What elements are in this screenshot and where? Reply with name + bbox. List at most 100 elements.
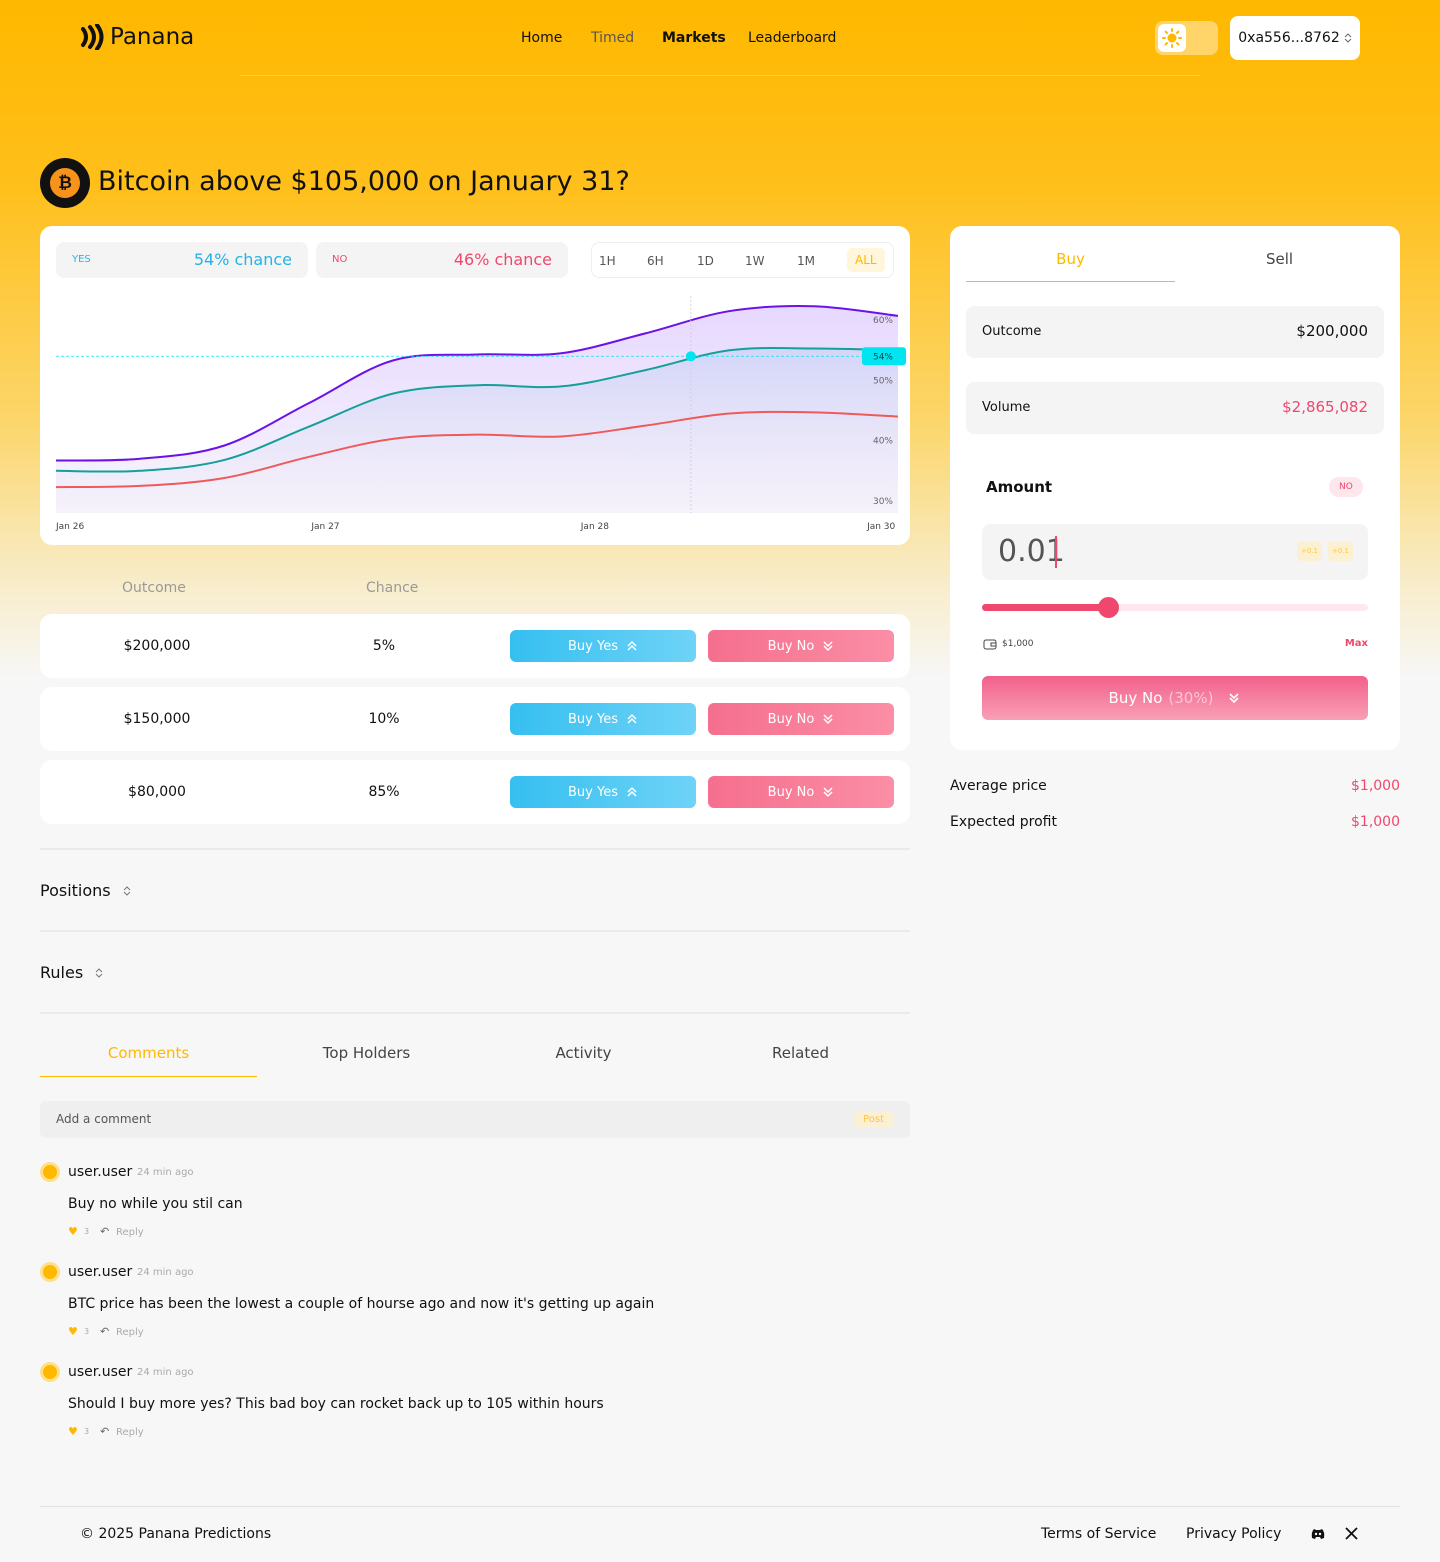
buy-yes-button[interactable]: Buy Yes	[510, 630, 696, 662]
tab[interactable]: Top Holders	[322, 1044, 411, 1062]
comment-placeholder: Add a comment	[56, 1112, 152, 1126]
avatar	[40, 1262, 60, 1282]
comment-time: 24 min ago	[137, 1367, 194, 1378]
divider	[40, 1012, 910, 1014]
outcome-row: $80,000 85% Buy Yes Buy No	[40, 760, 910, 824]
y-tick-label: 50%	[873, 376, 893, 386]
line	[55, 410, 899, 489]
nav-link[interactable]: Home	[521, 30, 563, 46]
x-tick-label: Jan 28	[580, 522, 609, 532]
x-icon[interactable]	[1345, 1527, 1358, 1540]
buy-yes-button[interactable]: Buy Yes	[510, 703, 696, 735]
like-count: 3	[84, 1427, 90, 1436]
buy-yes-button[interactable]: Buy Yes	[510, 776, 696, 808]
field-value: $2,865,082	[1282, 398, 1368, 416]
trade-tab[interactable]: Sell	[1265, 250, 1294, 268]
footer-divider	[40, 1506, 1400, 1507]
heart-icon: ♥	[68, 1425, 78, 1438]
amount-value: 0.01	[998, 534, 1065, 569]
chevron-down	[1229, 693, 1240, 704]
reply-icon: ↶	[100, 1225, 110, 1238]
buy-no-button[interactable]: Buy No	[708, 703, 894, 735]
comment-text: Buy no while you stil can	[68, 1196, 243, 1212]
button-text: Buy Yes	[568, 711, 618, 727]
chevron-up	[627, 640, 637, 651]
reply-icon: ↶	[100, 1425, 110, 1438]
nav-link[interactable]: Timed	[591, 30, 635, 46]
chance-value: 85%	[368, 784, 400, 800]
tab-underline	[40, 1076, 257, 1077]
profit-value: $1,000	[1351, 814, 1400, 830]
outcome-row: $150,000 10% Buy Yes Buy No	[40, 687, 910, 751]
caret	[1055, 536, 1057, 568]
wallet[interactable]: 0xa556...8762	[1230, 16, 1360, 60]
avatar	[40, 1362, 60, 1382]
theme-toggle[interactable]	[1155, 21, 1218, 55]
field-label: Volume	[982, 400, 1031, 415]
comment-text: Should I buy more yes? This bad boy can …	[68, 1396, 604, 1412]
section-toggle[interactable]: Positions	[40, 881, 131, 900]
increment[interactable]: +0.1	[1328, 541, 1353, 561]
tab-active[interactable]: Comments	[107, 1044, 190, 1062]
no-label: NO	[332, 254, 348, 265]
buy-no-button[interactable]: Buy No	[708, 776, 894, 808]
post-button[interactable]: Post	[853, 1111, 894, 1128]
button-text: Buy Yes	[568, 638, 618, 654]
btc-coin: ₿	[50, 168, 80, 198]
yes-pill[interactable]: YES 54% chance	[56, 242, 308, 278]
tab-underline	[966, 281, 1175, 282]
comment-time: 24 min ago	[137, 1267, 194, 1278]
profit-label: Expected profit	[950, 814, 1057, 830]
logo[interactable]: Panana	[80, 24, 194, 50]
range[interactable]: 1M	[797, 254, 815, 268]
max[interactable]: Max	[1344, 638, 1368, 649]
comment-box[interactable]: Add a comment Post	[40, 1101, 910, 1138]
discord-icon[interactable]	[1310, 1528, 1326, 1540]
range[interactable]: 6H	[647, 254, 664, 268]
footer-link[interactable]: Privacy Policy	[1186, 1526, 1282, 1542]
y-tick-label: 60%	[873, 316, 893, 326]
range-active[interactable]: ALL	[847, 248, 885, 272]
tab[interactable]: Related	[772, 1044, 829, 1062]
chevron-down	[823, 787, 833, 798]
like-count: 3	[84, 1227, 90, 1236]
field-label: Outcome	[982, 324, 1042, 339]
chevron-up	[627, 713, 637, 724]
balance: $1,000	[1002, 639, 1034, 649]
outcome-value: $150,000	[123, 711, 191, 727]
footer-link[interactable]: Terms of Service	[1041, 1526, 1157, 1542]
reply[interactable]: Reply	[116, 1227, 144, 1238]
brand: Panana	[110, 24, 195, 50]
chance-value: 10%	[368, 711, 400, 727]
copyright: © 2025 Panana Predictions	[80, 1526, 272, 1542]
buy-button[interactable]: Buy No (30%)	[982, 676, 1368, 720]
nav-link[interactable]: Leaderboard	[748, 30, 837, 46]
chevron	[95, 967, 103, 978]
divider	[240, 75, 1200, 76]
slider-thumb[interactable]	[1098, 597, 1119, 618]
range[interactable]: 1H	[599, 254, 616, 268]
line	[55, 346, 899, 473]
no-pill[interactable]: NO 46% chance	[316, 242, 568, 278]
buy-no-button[interactable]: Buy No	[708, 630, 894, 662]
nav-link[interactable]: Markets	[662, 30, 726, 46]
section-toggle[interactable]: Rules	[40, 963, 103, 982]
y-tick-label: 30%	[873, 497, 893, 507]
increment[interactable]: +0.1	[1297, 541, 1322, 561]
range[interactable]: 1W	[745, 254, 765, 268]
slider-track[interactable]	[982, 597, 1368, 618]
outcome-header: Outcome	[122, 580, 186, 596]
trade-tab-active[interactable]: Buy	[1056, 250, 1085, 268]
range[interactable]: 1D	[697, 254, 714, 268]
button-text: Buy No	[767, 711, 815, 727]
chart: 30% 40% 50% 60% Jan 26 Jan 27 Jan 28 Jan 30 54%	[55, 296, 906, 532]
reply[interactable]: Reply	[116, 1327, 144, 1338]
area	[56, 347, 898, 513]
outcome-value: $80,000	[128, 784, 186, 800]
section-title: Rules	[40, 963, 84, 982]
range-selector: 1H 6H 1D 1W 1M ALL	[591, 242, 894, 278]
tab[interactable]: Activity	[555, 1044, 612, 1062]
amount-input[interactable]: 0.01 +0.1 +0.1	[982, 524, 1368, 580]
reply[interactable]: Reply	[116, 1427, 144, 1438]
